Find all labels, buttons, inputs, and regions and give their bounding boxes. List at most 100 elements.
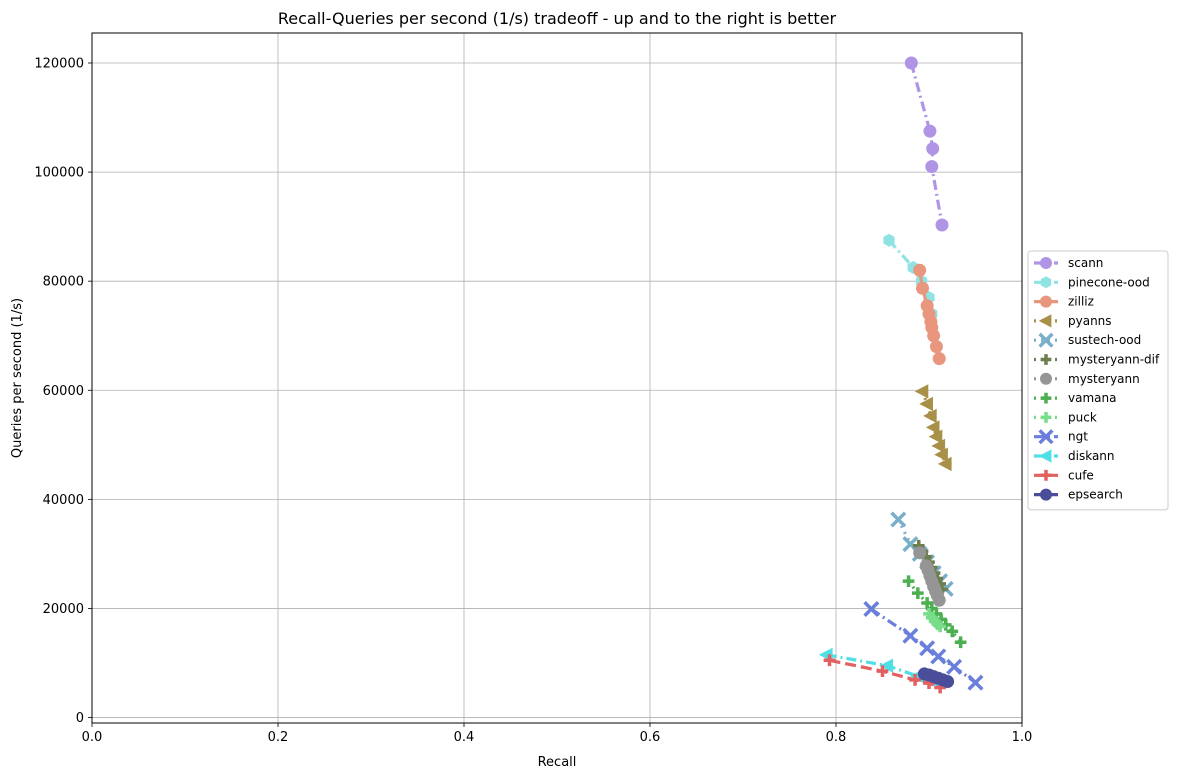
series-puck xyxy=(923,608,947,633)
legend-item-zilliz: zilliz xyxy=(1034,295,1094,309)
legend-label: pinecone-ood xyxy=(1068,275,1150,289)
data-point-pinecone-ood xyxy=(883,233,895,247)
legend-label: diskann xyxy=(1068,449,1115,463)
data-point-pyanns xyxy=(919,396,933,412)
legend-item-diskann: diskann xyxy=(1034,449,1115,463)
data-point-ngt xyxy=(946,658,963,675)
legend-label: pyanns xyxy=(1068,314,1112,328)
series-epsearch xyxy=(917,667,955,689)
legend-item-sustech-ood: sustech-ood xyxy=(1034,332,1141,348)
y-tick-label: 100000 xyxy=(34,166,84,181)
axis-ticks: 0.0 0.2 0.4 0.6 0.8 1.0 0 20000 40000 60000 80000 1… xyxy=(34,57,1032,746)
data-point-zilliz xyxy=(913,263,927,277)
data-point-pyanns xyxy=(925,420,940,435)
legend-label: zilliz xyxy=(1068,295,1094,309)
data-point-pyanns xyxy=(931,438,946,454)
y-tick-label: 20000 xyxy=(43,602,84,617)
data-point-cufe xyxy=(876,665,889,678)
legend-marker xyxy=(1040,354,1052,365)
x-tick-label: 0.2 xyxy=(268,730,289,745)
plot-area-frame xyxy=(91,32,1023,724)
legend-marker xyxy=(1040,488,1052,501)
series-layer xyxy=(818,56,984,694)
data-point-zilliz xyxy=(929,340,943,354)
y-tick-label: 0 xyxy=(76,711,84,726)
data-point-diskann xyxy=(879,658,893,673)
data-point-scann xyxy=(904,56,918,70)
legend-item-puck: puck xyxy=(1034,410,1097,424)
legend-item-cufe: cufe xyxy=(1034,468,1094,482)
data-point-pyanns xyxy=(934,447,948,462)
x-axis-title: Recall xyxy=(538,755,577,770)
grid xyxy=(91,33,1023,723)
data-point-epsearch xyxy=(941,675,955,689)
legend-marker xyxy=(1040,276,1052,289)
legend-marker xyxy=(1038,449,1052,463)
legend-marker xyxy=(1040,257,1052,269)
data-point-sustech-ood xyxy=(890,511,907,528)
legend-item-epsearch: epsearch xyxy=(1034,488,1123,502)
y-tick-label: 60000 xyxy=(43,384,84,399)
data-point-ngt xyxy=(919,640,936,657)
chart-title: Recall-Queries per second (1/s) tradeoff… xyxy=(278,9,837,28)
legend-label: ngt xyxy=(1068,430,1088,444)
data-point-puck xyxy=(934,620,947,633)
data-point-mysteryann xyxy=(913,546,927,560)
data-point-pyanns xyxy=(923,408,937,424)
legend-box xyxy=(1027,250,1169,511)
data-point-scann xyxy=(935,218,949,232)
legend-marker xyxy=(1038,332,1054,348)
legend-marker xyxy=(1040,469,1052,481)
data-point-vamana xyxy=(946,625,959,638)
x-tick-label: 0.0 xyxy=(82,730,103,745)
legend-item-ngt: ngt xyxy=(1034,429,1088,445)
series-mysteryann xyxy=(913,546,946,607)
data-point-vamana xyxy=(902,575,915,588)
legend-item-pyanns: pyanns xyxy=(1034,314,1112,328)
data-point-scann xyxy=(925,160,939,174)
y-tick-label: 120000 xyxy=(34,57,84,72)
data-point-cufe xyxy=(823,654,836,667)
legend-label: vamana xyxy=(1068,391,1116,405)
data-point-pyanns xyxy=(928,429,943,444)
series-ngt xyxy=(863,601,984,691)
legend-item-mysteryann: mysteryann xyxy=(1034,372,1140,386)
legend-marker xyxy=(1040,412,1052,423)
series-scann xyxy=(904,56,949,232)
legend-marker xyxy=(1040,295,1052,308)
data-point-pyanns xyxy=(937,456,952,472)
series-line-scann xyxy=(909,62,944,226)
data-point-zilliz xyxy=(927,329,941,343)
x-tick-label: 1.0 xyxy=(1012,730,1033,745)
data-point-vamana xyxy=(954,636,967,649)
series-zilliz xyxy=(913,263,946,366)
legend-label: mysteryann xyxy=(1068,372,1140,386)
legend-label: sustech-ood xyxy=(1068,333,1141,347)
legend-marker xyxy=(1038,429,1054,445)
legend-marker xyxy=(1040,372,1052,385)
legend-item-vamana: vamana xyxy=(1034,391,1116,405)
data-point-ngt xyxy=(902,627,919,644)
y-tick-label: 40000 xyxy=(43,493,84,508)
y-axis-title: Queries per second (1/s) xyxy=(10,298,25,458)
legend-item-pinecone-ood: pinecone-ood xyxy=(1034,275,1150,289)
legend-item-scann: scann xyxy=(1034,256,1103,270)
data-point-zilliz xyxy=(932,352,946,366)
legend-label: puck xyxy=(1068,410,1097,424)
data-point-cufe xyxy=(909,674,921,686)
data-point-mysteryann xyxy=(932,593,946,607)
data-point-scann xyxy=(923,124,937,138)
legend-label: mysteryann-dif xyxy=(1068,353,1160,367)
legend-label: cufe xyxy=(1068,468,1094,482)
x-tick-label: 0.8 xyxy=(826,730,847,745)
data-point-ngt xyxy=(967,674,984,691)
data-point-pyanns xyxy=(914,384,929,399)
y-tick-label: 80000 xyxy=(43,275,84,290)
data-point-ngt xyxy=(930,648,947,665)
data-point-ngt xyxy=(863,601,880,617)
legend-marker xyxy=(1040,392,1052,404)
x-tick-label: 0.4 xyxy=(454,730,475,745)
legend-label: scann xyxy=(1068,256,1103,270)
x-tick-label: 0.6 xyxy=(640,730,661,745)
